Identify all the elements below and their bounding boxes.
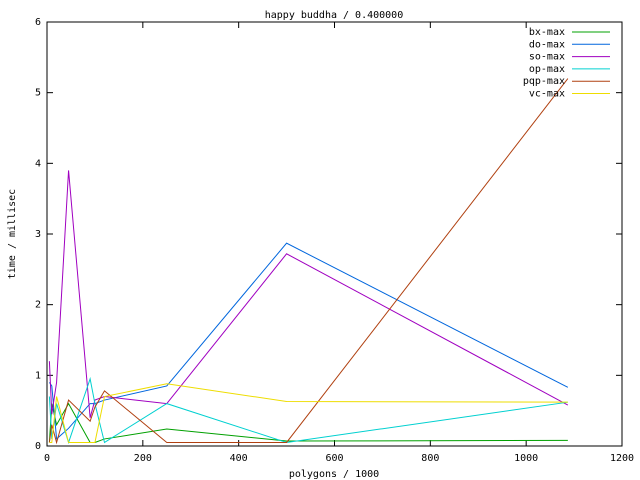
y-tick-label: 4 (35, 158, 41, 169)
chart-title: happy buddha / 0.400000 (265, 10, 403, 21)
y-tick-label: 2 (35, 300, 41, 311)
x-tick-label: 0 (44, 453, 50, 464)
legend-label: op-max (529, 64, 565, 75)
x-tick-label: 1000 (514, 453, 538, 464)
legend-label: pqp-max (523, 76, 565, 87)
y-tick-label: 5 (35, 88, 41, 99)
x-axis-label: polygons / 1000 (289, 469, 379, 480)
legend-label: so-max (529, 52, 565, 63)
series-line (48, 376, 568, 445)
legend-label: do-max (529, 39, 565, 50)
series-line (48, 170, 569, 418)
series-line (49, 383, 568, 443)
legend-label: vc-max (529, 89, 565, 100)
x-tick-label: 800 (421, 453, 439, 464)
x-tick-label: 400 (230, 453, 248, 464)
y-axis-label: time / millisec (7, 189, 18, 279)
y-tick-label: 1 (35, 370, 41, 381)
series-line (48, 242, 569, 440)
y-tick-label: 0 (35, 441, 41, 452)
x-tick-label: 1200 (610, 453, 634, 464)
x-tick-label: 200 (134, 453, 152, 464)
x-tick-label: 600 (325, 453, 343, 464)
y-tick-label: 6 (35, 17, 41, 28)
legend-label: bx-max (529, 27, 565, 38)
y-tick-label: 3 (35, 229, 41, 240)
series-line (48, 78, 569, 445)
